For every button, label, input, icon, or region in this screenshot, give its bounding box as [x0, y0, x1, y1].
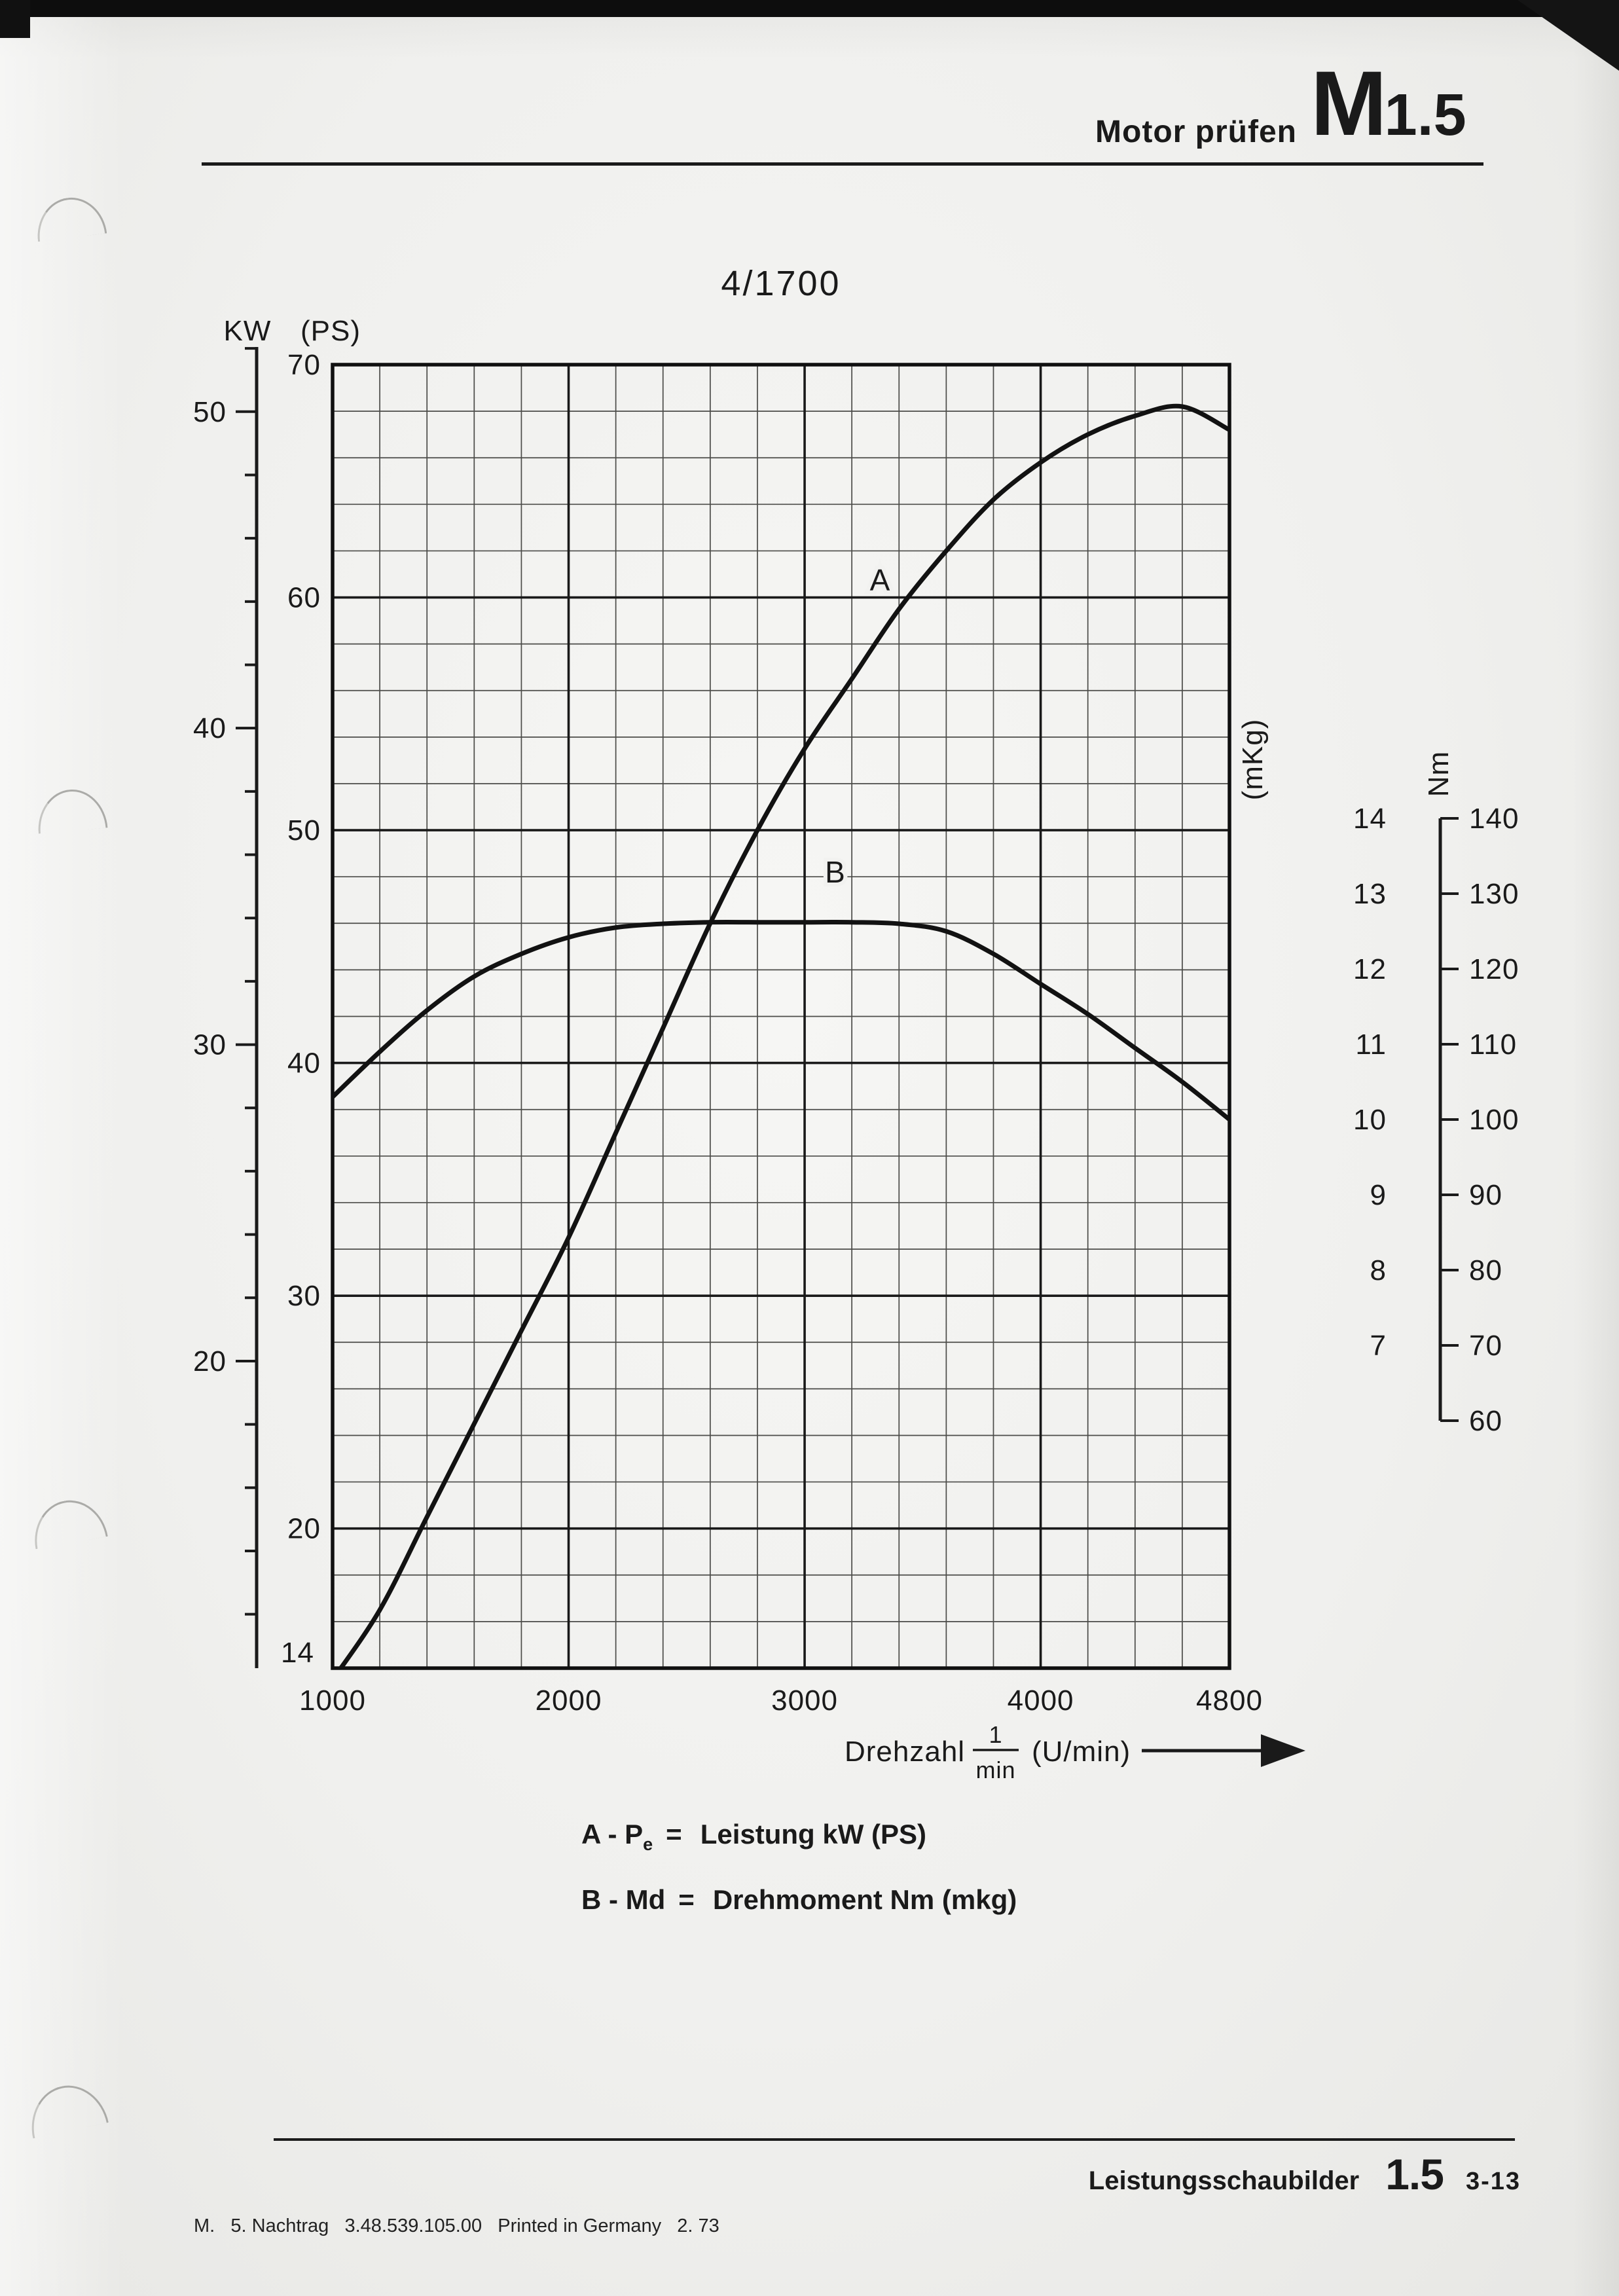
mkg-tick-label: 14: [1353, 803, 1387, 835]
footer-chapter-label: Leistungsschaubilder: [1088, 2166, 1360, 2195]
ps-tick-label: 30: [287, 1280, 321, 1312]
x-tick-label: 4800: [1196, 1685, 1263, 1717]
footer-imprint: M. 5. Nachtrag 3.48.539.105.00 Printed i…: [194, 2215, 719, 2236]
ps-bottom-label: 14: [281, 1637, 314, 1669]
nm-unit-label: Nm: [1423, 751, 1455, 797]
x-tick-label: 3000: [771, 1685, 838, 1717]
nm-tick-label: 130: [1469, 878, 1519, 910]
ps-tick-label: 60: [287, 582, 321, 614]
mkg-unit-label: (mKg): [1237, 719, 1269, 801]
legend-torque-equals: =: [678, 1884, 695, 1915]
nm-tick-label: 140: [1469, 803, 1519, 835]
x-axis-caption-frac-den: min: [975, 1757, 1015, 1783]
footer-rule: [274, 2138, 1515, 2141]
kw-tick-label: 30: [193, 1029, 227, 1061]
legend-power-text: Leistung kW (PS): [700, 1819, 927, 1850]
x-tick-label: 2000: [536, 1685, 602, 1717]
kw-tick-label: 20: [193, 1345, 227, 1377]
ps-tick-label: 40: [287, 1048, 321, 1080]
legend-power-equals: =: [666, 1819, 682, 1850]
x-axis-caption-frac-num: 1: [989, 1721, 1002, 1748]
section-code-letter: M: [1311, 52, 1387, 155]
scan-top-band: [0, 0, 1619, 17]
mkg-tick-label: 13: [1353, 878, 1387, 910]
nm-tick-label: 80: [1469, 1254, 1502, 1286]
legend-item-torque: B - Md = Drehmoment Nm (mkg): [581, 1884, 1017, 1916]
curve-a: [338, 403, 1229, 1668]
legend-torque-text: Drehmoment Nm (mkg): [712, 1884, 1017, 1915]
footer-section-info: Leistungsschaubilder 1.5 3-13: [1089, 2149, 1521, 2199]
mkg-tick-label: 8: [1370, 1254, 1387, 1286]
curve-b: [333, 920, 1229, 1122]
scan-corner-top-left: [0, 0, 30, 38]
footer-section-number: 1.5: [1385, 2150, 1444, 2198]
header-rule: [202, 162, 1483, 166]
x-axis-arrow-head: [1261, 1734, 1305, 1767]
kw-tick-label: 50: [193, 396, 227, 428]
mkg-tick-label: 12: [1353, 953, 1387, 985]
mkg-tick-label: 7: [1370, 1330, 1387, 1362]
nm-tick-label: 100: [1469, 1104, 1519, 1136]
footer-page-number: 3-13: [1465, 2168, 1521, 2195]
plot-border: [331, 363, 1231, 1670]
x-axis-caption-unit: (U/min): [1032, 1736, 1131, 1768]
kw-unit-label: KW: [224, 315, 272, 347]
nm-tick-label: 120: [1469, 953, 1519, 985]
nm-tick-label: 70: [1469, 1330, 1502, 1362]
legend-torque-symbol: B - Md: [581, 1884, 666, 1915]
mkg-tick-label: 11: [1355, 1029, 1387, 1061]
legend-power-subscript: e: [643, 1834, 653, 1854]
nm-tick-label: 90: [1469, 1179, 1502, 1211]
curve-label-a: A: [870, 563, 891, 597]
page-header-title: Motor prüfen: [1095, 115, 1297, 149]
ps-tick-label: 50: [287, 814, 321, 847]
ps-tick-label: 70: [287, 349, 321, 381]
x-axis-caption-name: Drehzahl: [845, 1736, 965, 1768]
x-tick-label: 4000: [1008, 1685, 1074, 1717]
ps-tick-label: 20: [287, 1513, 321, 1545]
mkg-tick-label: 9: [1370, 1179, 1387, 1211]
legend-power-symbol: A - P: [581, 1819, 644, 1850]
section-code: M 1.5: [1311, 58, 1466, 149]
nm-tick-label: 110: [1469, 1029, 1517, 1061]
kw-tick-label: 40: [193, 712, 227, 744]
mkg-tick-label: 10: [1353, 1104, 1387, 1136]
curve-label-b: B: [825, 855, 846, 889]
chart-title: 4/1700: [721, 264, 841, 303]
scan-corner-top-right: [1518, 0, 1619, 71]
section-code-number: 1.5: [1384, 82, 1466, 148]
x-tick-label: 1000: [299, 1685, 366, 1717]
nm-tick-label: 60: [1469, 1405, 1502, 1437]
ps-unit-label: (PS): [300, 315, 361, 347]
